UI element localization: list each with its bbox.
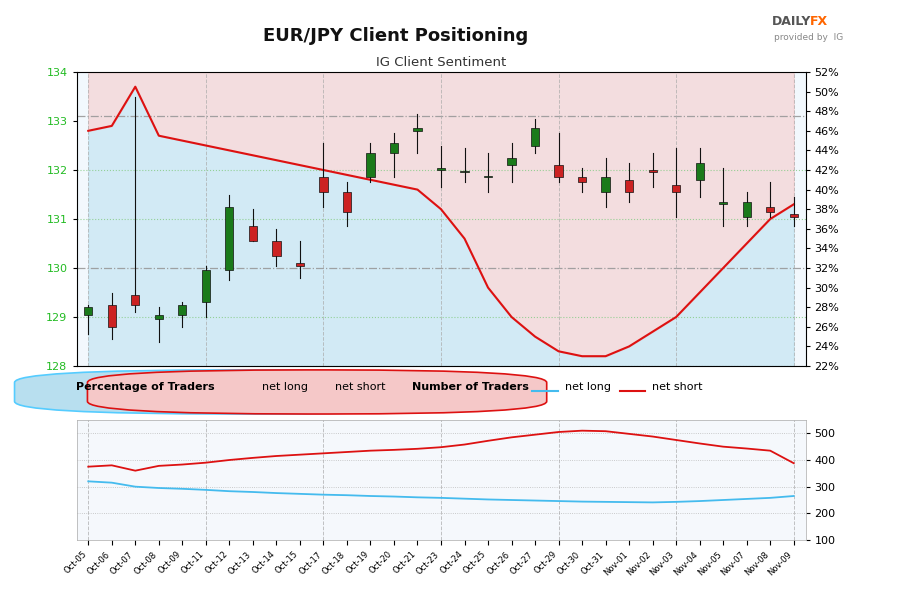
Bar bbox=[649, 170, 657, 172]
Bar bbox=[766, 207, 774, 212]
Bar bbox=[672, 185, 680, 192]
Bar bbox=[155, 314, 163, 319]
Bar bbox=[413, 128, 421, 131]
Bar bbox=[343, 192, 351, 212]
Bar bbox=[320, 178, 328, 192]
Bar bbox=[248, 226, 257, 241]
Bar bbox=[296, 263, 304, 266]
Text: DAILY: DAILY bbox=[772, 15, 812, 28]
Text: net long: net long bbox=[263, 382, 309, 392]
Bar bbox=[390, 143, 398, 153]
Text: Number of Traders: Number of Traders bbox=[412, 382, 528, 392]
Text: net long: net long bbox=[565, 382, 611, 392]
Bar bbox=[202, 271, 210, 302]
Bar bbox=[789, 214, 798, 217]
Text: net short: net short bbox=[336, 382, 386, 392]
Bar bbox=[108, 305, 116, 327]
Text: provided by  IG: provided by IG bbox=[774, 33, 843, 42]
Bar bbox=[225, 207, 233, 271]
Bar bbox=[554, 165, 562, 178]
Bar bbox=[578, 178, 586, 182]
Bar bbox=[484, 176, 492, 178]
Bar bbox=[436, 167, 446, 170]
FancyBboxPatch shape bbox=[14, 370, 473, 414]
Bar bbox=[531, 128, 539, 145]
Bar bbox=[273, 241, 281, 256]
Text: EUR/JPY Client Positioning: EUR/JPY Client Positioning bbox=[264, 27, 528, 45]
Text: net short: net short bbox=[652, 382, 703, 392]
Bar bbox=[742, 202, 751, 217]
Bar bbox=[178, 305, 186, 314]
Text: Percentage of Traders: Percentage of Traders bbox=[76, 382, 215, 392]
Bar bbox=[508, 158, 516, 165]
Bar bbox=[366, 153, 374, 178]
Bar bbox=[696, 163, 704, 180]
Bar bbox=[601, 178, 609, 192]
Bar bbox=[719, 202, 727, 204]
Title: IG Client Sentiment: IG Client Sentiment bbox=[376, 56, 506, 70]
Bar bbox=[84, 307, 93, 314]
Bar bbox=[625, 180, 634, 192]
Text: FX: FX bbox=[810, 15, 828, 28]
FancyBboxPatch shape bbox=[87, 370, 546, 414]
Bar bbox=[131, 295, 140, 305]
